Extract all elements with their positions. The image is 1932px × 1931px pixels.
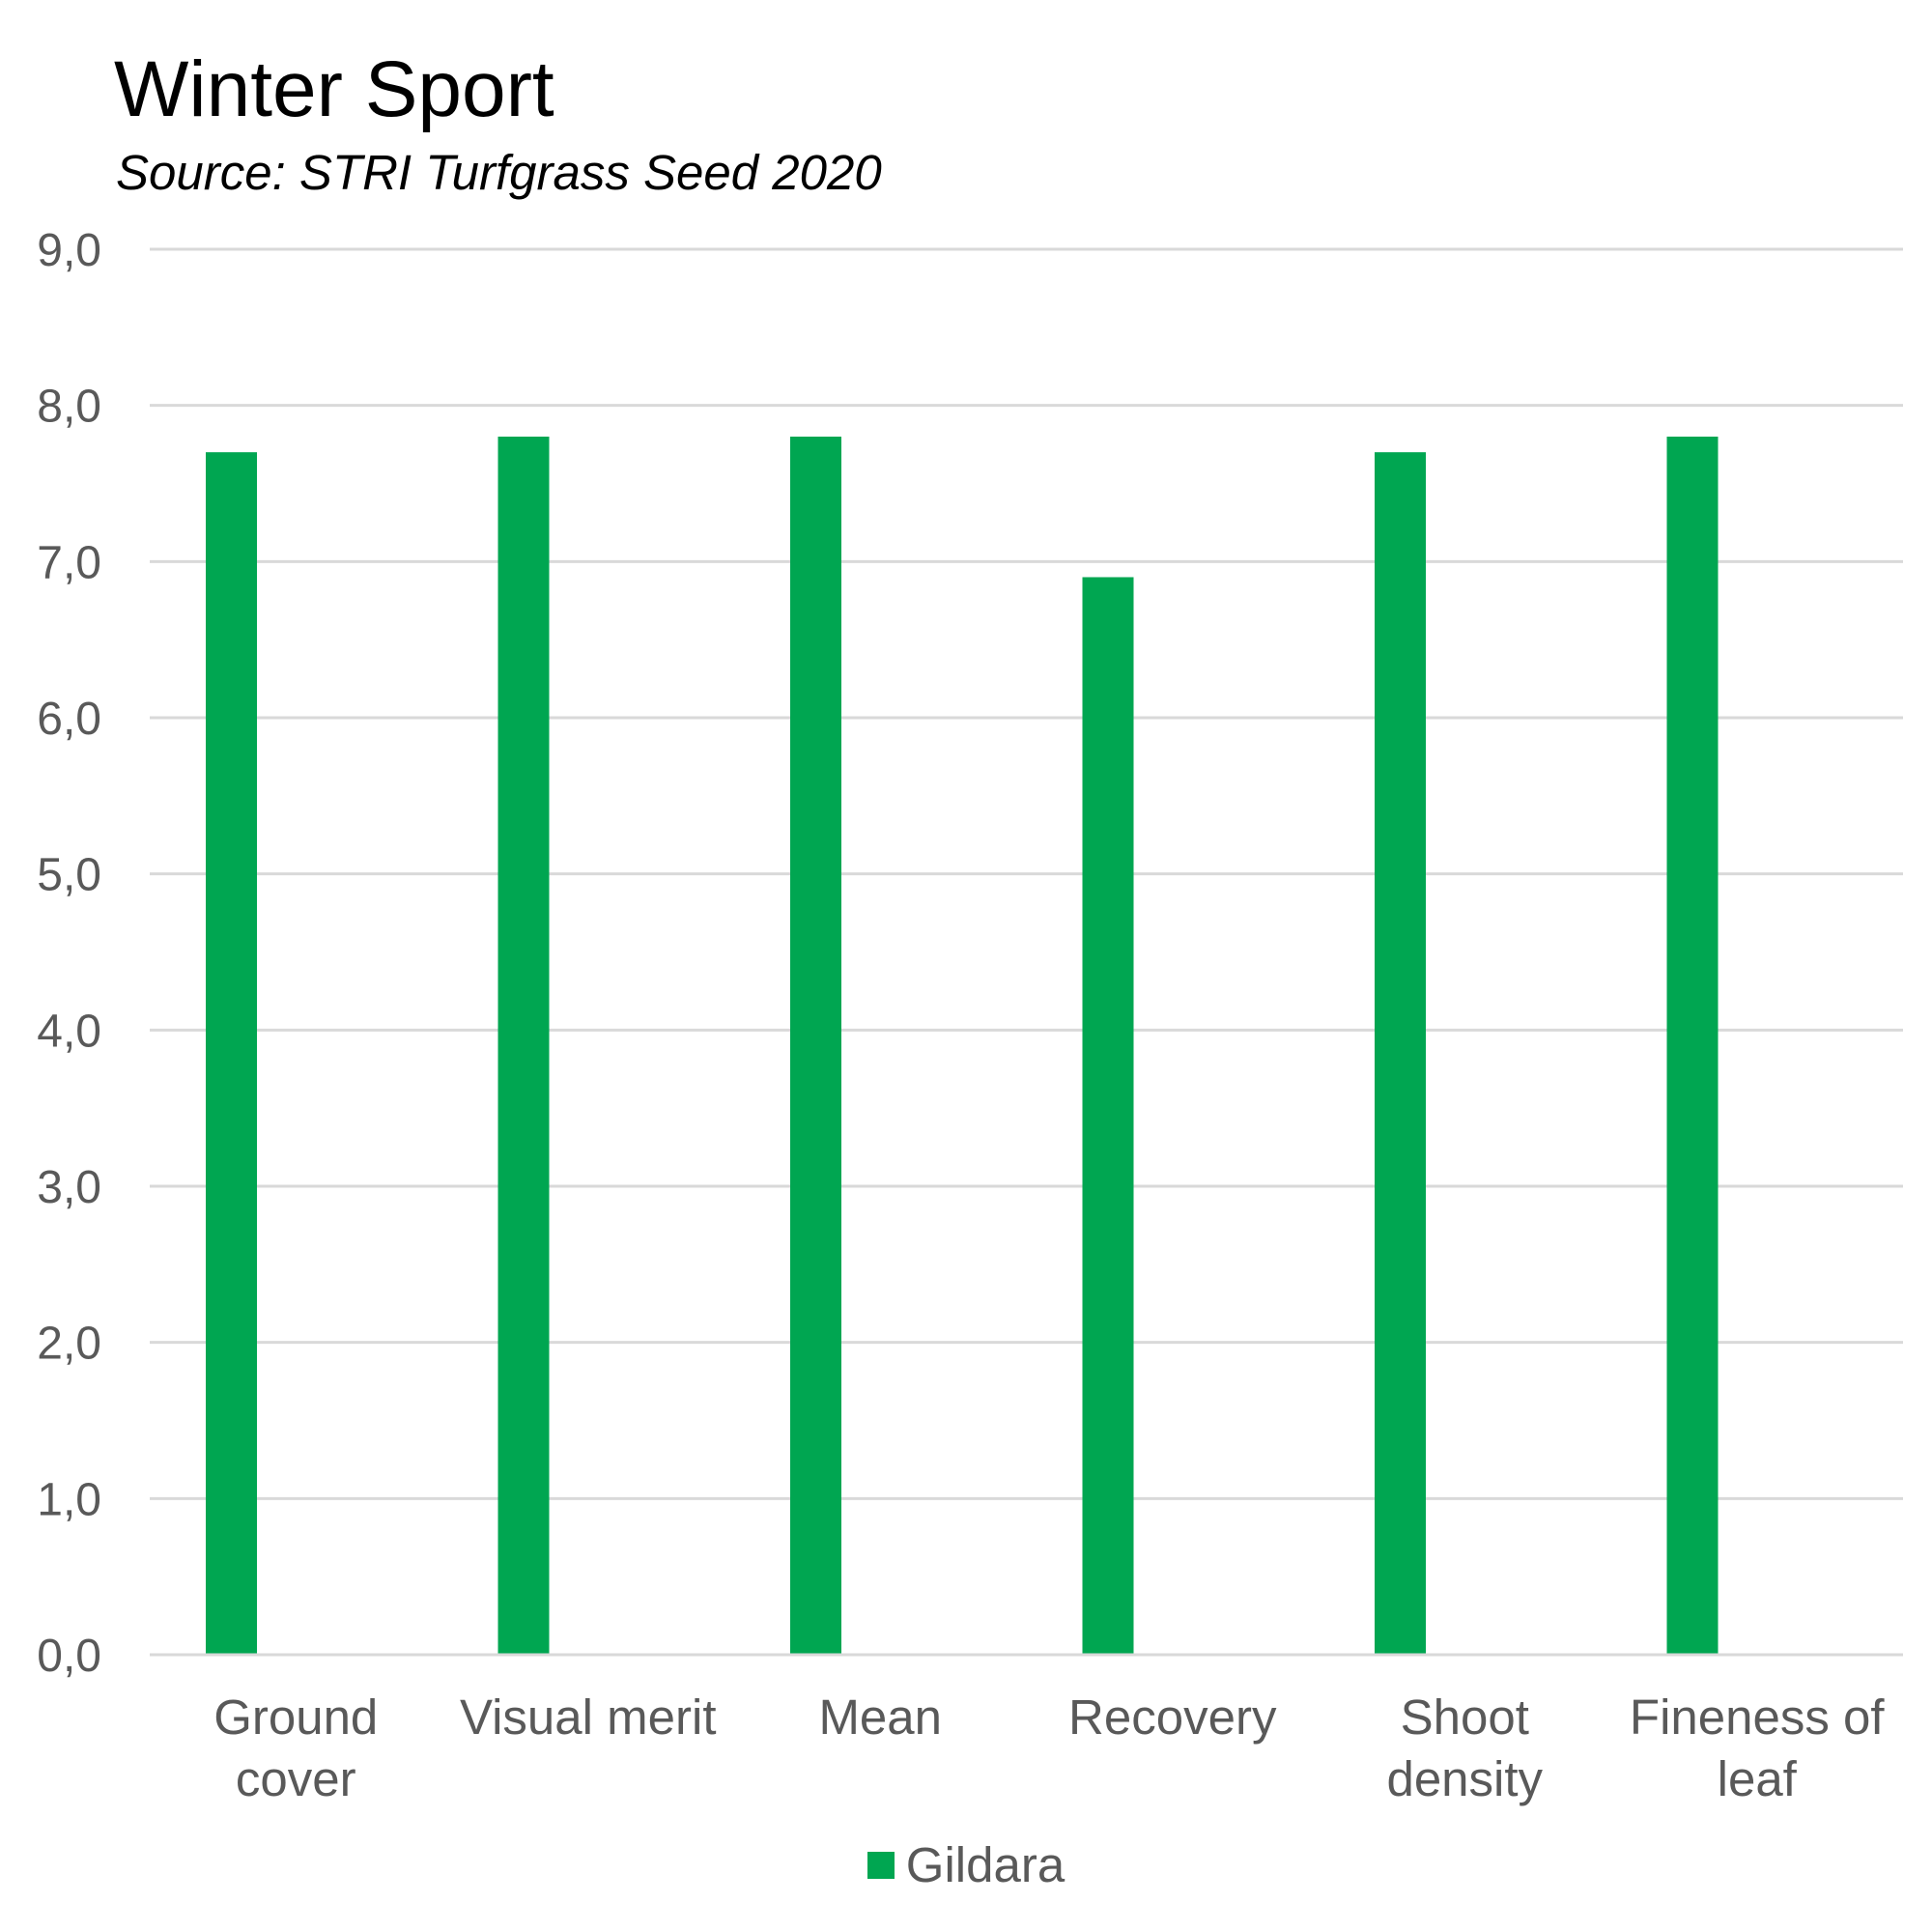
x-category-label: Mean — [818, 1690, 942, 1745]
y-tick-label: 7,0 — [37, 537, 101, 588]
chart-subtitle: Source: STRI Turfgrass Seed 2020 — [116, 145, 882, 200]
y-tick-label: 6,0 — [37, 694, 101, 745]
y-tick-label: 8,0 — [37, 382, 101, 433]
legend-swatch — [867, 1851, 895, 1879]
y-tick-label: 5,0 — [37, 850, 101, 901]
y-tick-label: 9,0 — [37, 225, 101, 276]
legend-label: Gildara — [905, 1837, 1065, 1892]
y-tick-label: 2,0 — [37, 1319, 101, 1370]
bar — [1375, 452, 1426, 1656]
bar — [497, 437, 550, 1655]
x-category-label: Recovery — [1068, 1690, 1277, 1745]
y-tick-label: 1,0 — [37, 1474, 101, 1525]
y-tick-label: 0,0 — [37, 1631, 101, 1682]
y-axis-tick-labels: 0,0 1,0 2,0 3,0 4,0 5,0 6,0 7,0 8,0 9,0 — [37, 225, 101, 1682]
gridlines — [150, 247, 1903, 1500]
bar — [206, 452, 257, 1656]
x-category-label: Fineness of leaf — [1630, 1690, 1885, 1806]
bar — [1082, 577, 1134, 1655]
x-category-label: Visual merit — [460, 1690, 716, 1745]
bar — [790, 437, 841, 1655]
y-tick-label: 4,0 — [37, 1006, 101, 1057]
x-category-label: Ground cover — [213, 1690, 378, 1806]
legend: Gildara — [0, 1840, 1932, 1889]
bar — [1666, 437, 1719, 1655]
x-category-label: Shoot density — [1386, 1690, 1543, 1806]
chart-title: Winter Sport — [114, 45, 554, 133]
x-axis-category-labels: Ground cover Visual merit Mean Recovery Shoot… — [213, 1690, 1885, 1806]
y-tick-label: 3,0 — [37, 1162, 101, 1213]
bars — [206, 437, 1719, 1656]
